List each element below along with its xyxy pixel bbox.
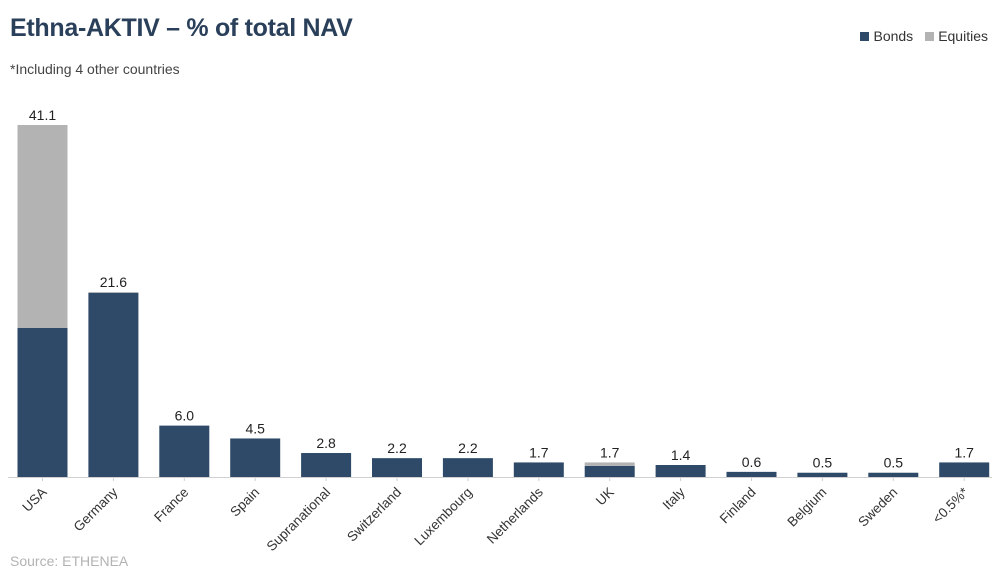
data-label-13: 1.7 [954,444,974,460]
data-label-10: 0.6 [742,454,762,470]
bar-bonds-0 [17,327,68,477]
data-label-3: 4.5 [245,420,265,436]
data-label-6: 2.2 [458,440,478,456]
bar-bonds-4 [301,453,352,477]
x-tick-label-6: Luxembourg [411,485,475,549]
bar-bonds-9 [655,465,706,477]
x-tick-label-10: Finland [717,485,759,527]
legend-label-bonds: Bonds [873,28,914,44]
bar-bonds-11 [797,472,848,477]
x-tick-label-4: Supranational [264,485,334,555]
data-label-2: 6.0 [175,408,195,424]
bar-equities-1 [88,292,139,293]
data-label-12: 0.5 [884,455,904,471]
chart-source: Source: ETHENEA [10,553,129,569]
x-tick-label-0: USA [19,485,49,515]
x-tick-label-7: Netherlands [484,484,546,546]
legend-item-equities: Equities [925,28,988,44]
chart-footnote: *Including 4 other countries [10,61,180,77]
data-label-1: 21.6 [100,274,127,290]
chart-title: Ethna-AKTIV – % of total NAV [10,14,353,42]
bar-equities-8 [584,462,635,466]
bar-equities-0 [17,125,68,328]
x-tick-label-8: UK [593,485,617,509]
data-label-5: 2.2 [387,440,407,456]
bar-bonds-8 [584,465,635,477]
x-tick-label-3: Spain [227,485,262,520]
bar-bonds-3 [230,438,281,477]
bar-bonds-1 [88,292,139,477]
x-tick-label-12: Sweden [855,485,900,530]
data-label-8: 1.7 [600,444,620,460]
legend-swatch-equities [925,31,935,41]
data-label-4: 2.8 [316,435,336,451]
x-tick-label-11: Belgium [784,485,829,530]
legend-swatch-bonds [860,31,870,41]
bar-bonds-12 [868,472,919,477]
x-tick-label-1: Germany [71,484,121,534]
bar-bonds-2 [159,425,210,477]
x-tick-label-9: Italy [660,484,688,512]
data-label-9: 1.4 [671,447,691,463]
x-tick-label-5: Switzerland [344,485,404,545]
data-label-7: 1.7 [529,444,549,460]
x-tick-label-13: <0.5%* [930,484,972,526]
data-label-0: 41.1 [29,107,56,123]
bar-bonds-6 [442,458,493,477]
bar-bonds-7 [513,462,564,477]
bar-bonds-10 [726,471,777,477]
bar-bonds-13 [939,462,990,477]
x-tick-label-2: France [151,485,191,525]
legend-label-equities: Equities [938,28,988,44]
bar-bonds-5 [372,458,422,477]
chart-legend: Bonds Equities [860,28,988,44]
legend-item-bonds: Bonds [860,28,913,44]
data-label-11: 0.5 [813,455,833,471]
